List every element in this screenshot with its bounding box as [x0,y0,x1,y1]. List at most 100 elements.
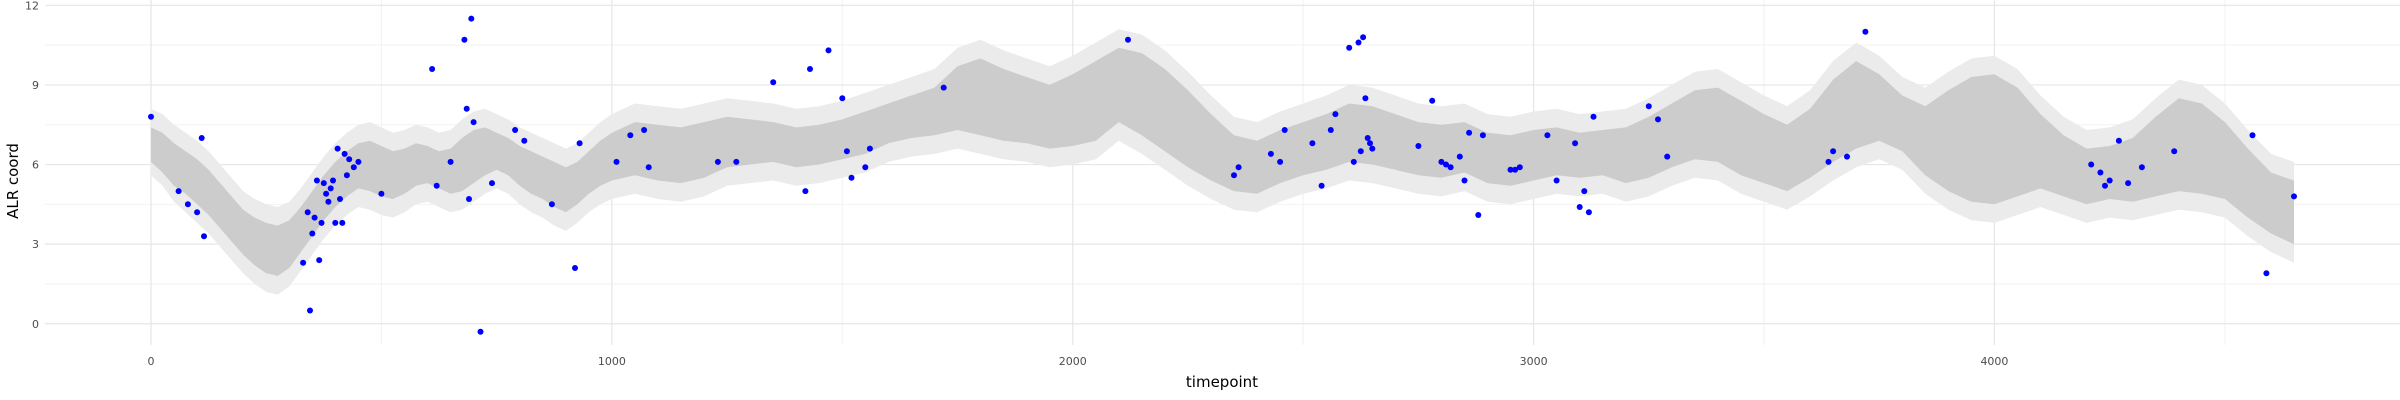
x-axis-title: timepoint [1186,373,1258,391]
data-point [1281,127,1288,133]
data-point [1585,209,1592,216]
data-point [1461,177,1468,184]
data-point [613,158,620,165]
data-point [316,257,323,264]
data-point [1456,153,1463,160]
data-point [2102,182,2108,189]
data-point [447,158,454,165]
data-point [466,196,472,202]
data-point [1267,150,1274,157]
x-tick-label: 1000 [598,355,626,368]
data-point [311,214,318,221]
data-point [1443,161,1449,168]
data-point [468,15,475,22]
data-point [378,190,385,197]
data-point [839,95,846,102]
data-point [1572,140,1579,147]
data-point [201,233,207,240]
data-point [1346,44,1353,51]
y-axis-title: ALR coord [4,143,22,219]
data-point [318,219,325,226]
data-point [2097,169,2104,176]
data-point [307,307,313,314]
data-point [1553,177,1560,184]
data-point [512,127,519,133]
y-tick-label: 12 [25,0,39,12]
data-point [1235,164,1242,171]
data-point [463,105,470,112]
data-point [1350,158,1357,165]
x-axis-ticks: 0 1000 2000 3000 4000 [147,355,2008,368]
data-point [848,174,855,181]
data-point [346,156,353,163]
data-point [1364,135,1371,141]
data-point [194,209,201,216]
data-point [1844,153,1850,160]
data-point [1645,103,1652,110]
data-point [1447,164,1454,171]
data-point [304,209,311,216]
data-point [1825,158,1832,165]
data-point [337,196,343,202]
data-point [548,201,555,208]
observed-points [148,15,2297,335]
data-point [843,148,850,155]
data-point [521,137,528,144]
data-point [1544,132,1551,139]
data-point [327,185,334,192]
data-point [313,177,320,184]
data-point [862,164,869,171]
data-point [325,198,332,205]
data-point [1355,39,1362,46]
data-point [2263,270,2270,277]
data-point [1590,113,1597,120]
x-tick-label: 4000 [1980,355,2008,368]
data-point [1369,145,1376,152]
data-point [1475,212,1482,218]
data-point [1327,127,1334,133]
data-point [470,119,477,126]
data-point [1830,148,1837,155]
data-point [2088,161,2095,168]
data-point [641,127,648,133]
data-point [645,164,652,171]
y-tick-label: 3 [32,238,39,251]
data-point [341,150,348,157]
y-tick-label: 0 [32,318,39,331]
data-point [2106,177,2113,184]
data-point [627,132,634,139]
data-point [770,79,777,86]
data-point [330,177,336,184]
data-point [576,140,583,147]
data-point [2171,148,2178,155]
data-point [2115,137,2122,144]
data-point [1318,182,1325,189]
data-point [807,66,813,72]
data-point [320,180,327,187]
x-tick-label: 2000 [1059,355,1087,368]
data-point [2125,180,2132,187]
data-point [1277,158,1284,165]
data-point [1357,148,1364,155]
data-point [1367,140,1373,147]
data-point [572,265,578,271]
data-point [1362,95,1369,102]
data-point [2291,193,2297,200]
data-point [1507,166,1514,173]
data-point [148,113,154,120]
data-point [489,180,495,187]
data-point [350,164,357,171]
data-point [343,172,350,179]
data-point [940,84,947,91]
data-point [802,188,809,195]
data-point [1466,129,1473,136]
data-point [433,182,440,189]
data-point [1655,116,1661,123]
data-point [198,135,205,141]
data-point [1332,111,1339,118]
data-point [714,158,721,165]
data-point [1438,158,1445,165]
y-tick-label: 9 [32,79,39,92]
data-point [1125,36,1131,43]
